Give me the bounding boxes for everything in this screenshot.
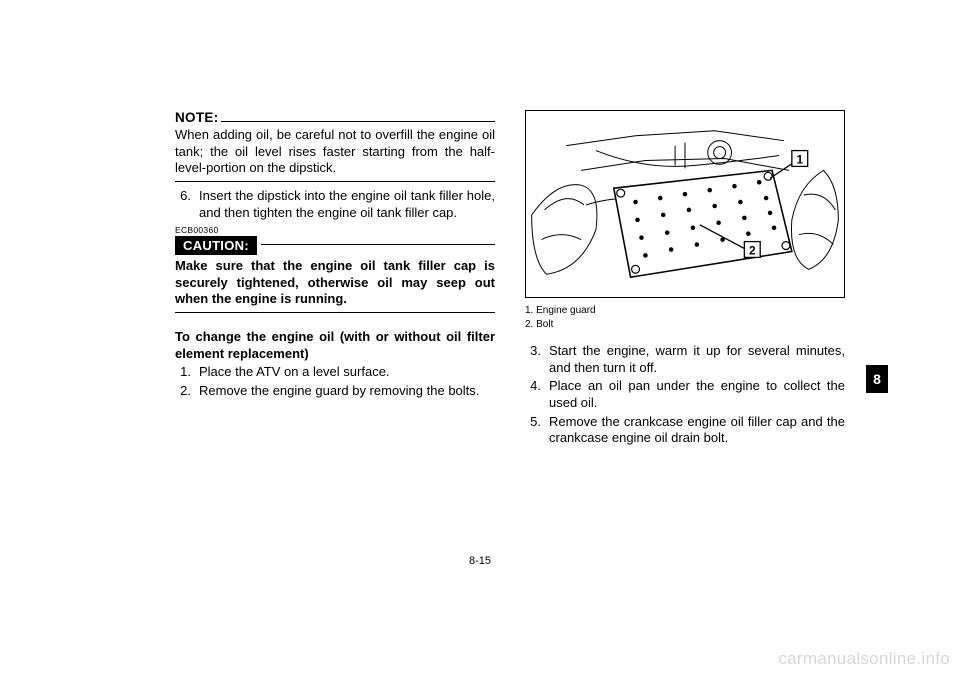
- list-item: 4. Place an oil pan under the engine to …: [525, 378, 845, 411]
- step-text: Start the engine, warm it up for several…: [549, 343, 845, 376]
- step-text: Place the ATV on a level surface.: [199, 364, 495, 381]
- step-text: Remove the crankcase engine oil filler c…: [549, 414, 845, 447]
- step-text: Place an oil pan under the engine to col…: [549, 378, 845, 411]
- page-number: 8-15: [0, 555, 960, 567]
- caption-line-1: 1. Engine guard: [525, 304, 845, 318]
- step-text: Remove the engine guard by removing the …: [199, 383, 495, 400]
- step-list-top: 6. Insert the dipstick into the engine o…: [175, 188, 495, 221]
- list-item: 3. Start the engine, warm it up for seve…: [525, 343, 845, 376]
- left-column: NOTE: When adding oil, be careful not to…: [175, 110, 495, 449]
- list-item: 1. Place the ATV on a level surface.: [175, 364, 495, 381]
- note-rule: [221, 121, 496, 122]
- watermark: carmanualsonline.info: [778, 649, 950, 669]
- caution-header: CAUTION:: [175, 236, 495, 255]
- step-number: 5.: [525, 414, 549, 447]
- step-number: 4.: [525, 378, 549, 411]
- chapter-tab-label: 8: [873, 371, 881, 387]
- step-list-bottom: 1. Place the ATV on a level surface. 2. …: [175, 364, 495, 399]
- note-body: When adding oil, be careful not to overf…: [175, 127, 495, 177]
- manual-page: NOTE: When adding oil, be careful not to…: [0, 0, 960, 679]
- step-number: 3.: [525, 343, 549, 376]
- content-columns: NOTE: When adding oil, be careful not to…: [175, 110, 845, 449]
- caution-label: CAUTION:: [175, 236, 257, 255]
- step-text: Insert the dipstick into the engine oil …: [199, 188, 495, 221]
- chapter-tab: 8: [866, 365, 888, 393]
- divider: [175, 181, 495, 182]
- list-item: 2. Remove the engine guard by removing t…: [175, 383, 495, 400]
- step-number: 2.: [175, 383, 199, 400]
- engine-diagram-svg: 1 2: [526, 111, 844, 297]
- caption-line-2: 2. Bolt: [525, 318, 845, 332]
- callout-1: 1: [796, 152, 803, 166]
- divider: [175, 312, 495, 313]
- step-number: 6.: [175, 188, 199, 221]
- section-heading: To change the engine oil (with or withou…: [175, 329, 495, 362]
- caution-body: Make sure that the engine oil tank fille…: [175, 258, 495, 308]
- list-item: 6. Insert the dipstick into the engine o…: [175, 188, 495, 221]
- caution-rule: [261, 244, 495, 245]
- note-header: NOTE:: [175, 110, 495, 125]
- doc-code: ECB00360: [175, 225, 495, 235]
- figure-caption: 1. Engine guard 2. Bolt: [525, 304, 845, 331]
- right-column: 1 2 1. Engine guard 2. Bolt 3. Start the…: [525, 110, 845, 449]
- callout-2: 2: [749, 243, 756, 257]
- note-label: NOTE:: [175, 110, 219, 125]
- list-item: 5. Remove the crankcase engine oil fille…: [525, 414, 845, 447]
- step-list-right: 3. Start the engine, warm it up for seve…: [525, 343, 845, 447]
- step-number: 1.: [175, 364, 199, 381]
- engine-guard-figure: 1 2: [525, 110, 845, 298]
